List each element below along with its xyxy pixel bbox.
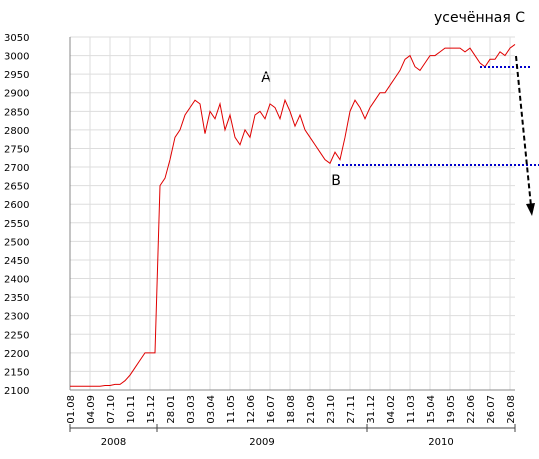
y-tick-label: 2900 xyxy=(4,89,29,100)
x-tick-label: 21.09 xyxy=(306,395,317,424)
y-tick-label: 2500 xyxy=(4,237,29,248)
y-tick-label: 2450 xyxy=(4,256,29,267)
y-tick-label: 2400 xyxy=(4,275,29,286)
annotation: B xyxy=(331,173,341,189)
x-tick-label: 04.09 xyxy=(86,395,97,424)
x-tick-label: 16.07 xyxy=(266,395,277,424)
chart-title: усечённая С xyxy=(434,10,525,26)
x-tick-label: 28.01 xyxy=(166,395,177,424)
y-tick-label: 2250 xyxy=(4,330,29,341)
y-tick-label: 2350 xyxy=(4,293,29,304)
y-tick-label: 2100 xyxy=(4,386,29,397)
y-tick-label: 3050 xyxy=(4,33,29,44)
y-tick-label: 2750 xyxy=(4,144,29,155)
y-tick-label: 2600 xyxy=(4,200,29,211)
y-tick-label: 2950 xyxy=(4,70,29,81)
group-label: 2010 xyxy=(428,437,453,448)
x-tick-label: 03.03 xyxy=(186,395,197,424)
x-tick-label: 15.04 xyxy=(426,395,437,424)
x-tick-label: 10.11 xyxy=(126,395,137,424)
x-tick-label: 11.05 xyxy=(226,395,237,424)
y-tick-label: 2800 xyxy=(4,126,29,137)
x-tick-label: 27.11 xyxy=(346,395,357,424)
x-tick-label: 12.06 xyxy=(246,395,257,424)
y-tick-label: 3000 xyxy=(4,52,29,63)
x-tick-label: 18.08 xyxy=(286,395,297,424)
x-tick-label: 01.08 xyxy=(66,395,77,424)
series-line xyxy=(70,44,516,387)
y-tick-label: 2550 xyxy=(4,219,29,230)
y-tick-label: 2300 xyxy=(4,312,29,323)
annotation: A xyxy=(261,70,271,86)
y-tick-label: 2700 xyxy=(4,163,29,174)
y-tick-label: 2650 xyxy=(4,182,29,193)
y-tick-label: 2850 xyxy=(4,107,29,118)
x-tick-label: 03.04 xyxy=(206,395,217,424)
group-label: 2008 xyxy=(101,437,126,448)
x-tick-label: 11.03 xyxy=(406,395,417,424)
x-tick-label: 23.10 xyxy=(326,395,337,424)
y-tick-label: 2150 xyxy=(4,367,29,378)
x-tick-label: 26.07 xyxy=(486,395,497,424)
plot-area: 2100 2150 2200 2250 2300 2350 2400 2450 2500 2550… xyxy=(4,33,517,448)
y-tick-label: 2200 xyxy=(4,349,29,360)
arrow-head xyxy=(526,203,535,216)
x-tick-label: 15.12 xyxy=(146,395,157,424)
x-tick-label: 26.08 xyxy=(506,395,517,424)
x-tick-label: 31.12 xyxy=(366,395,377,424)
x-tick-label: 07.10 xyxy=(106,395,117,424)
arrow xyxy=(515,55,532,207)
group-label: 2009 xyxy=(249,437,274,448)
x-tick-label: 19.05 xyxy=(446,395,457,424)
x-tick-label: 22.06 xyxy=(466,395,477,424)
x-tick-label: 04.02 xyxy=(386,395,397,424)
